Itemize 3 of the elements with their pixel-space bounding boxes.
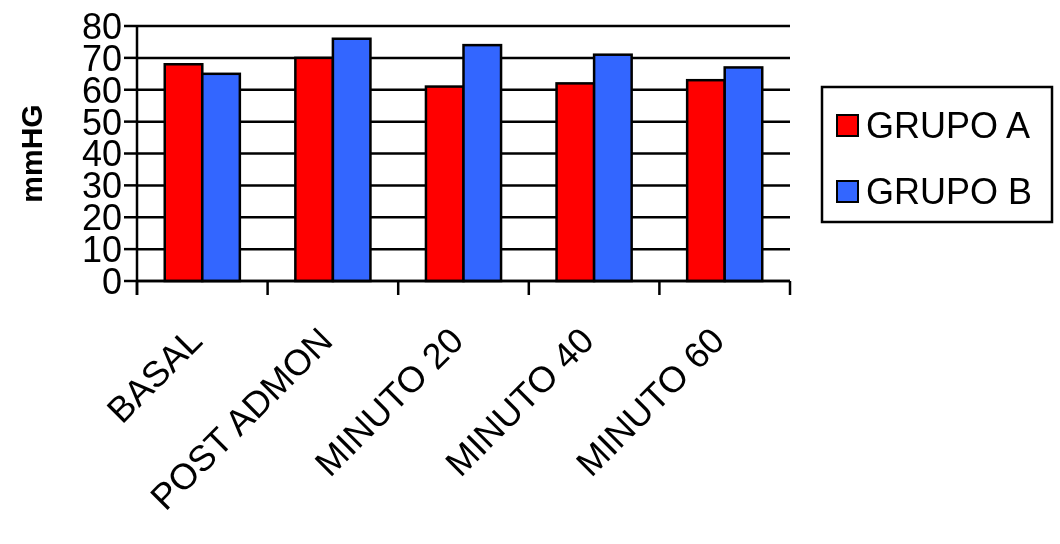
y-axis-title: mmHG [15,104,48,203]
legend-label: GRUPO B [866,170,1033,212]
legend-label: GRUPO A [866,104,1031,146]
